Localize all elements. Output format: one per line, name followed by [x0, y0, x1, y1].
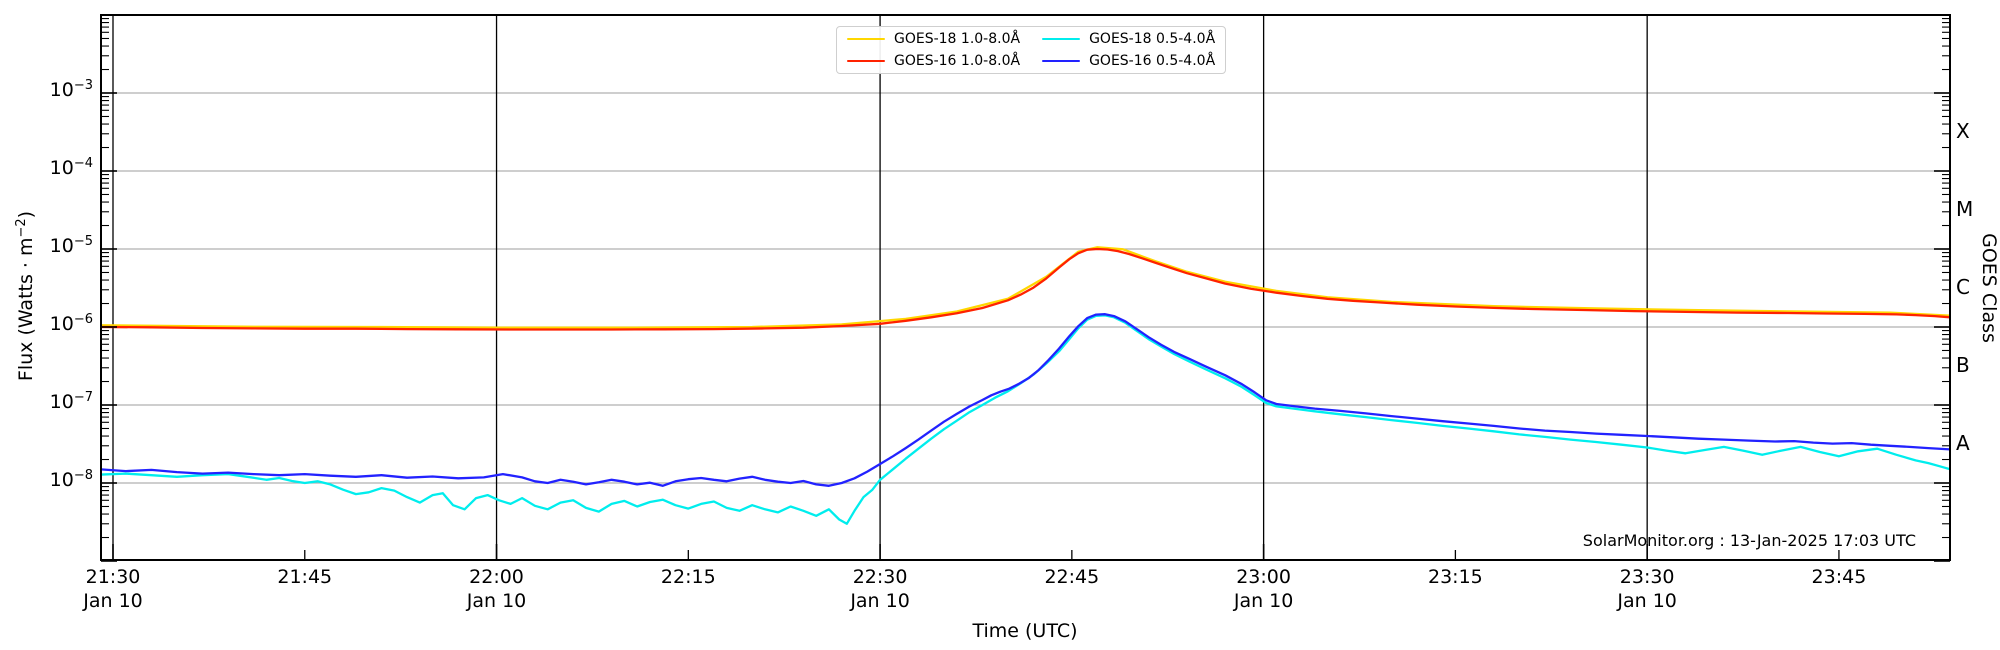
y-tick-label: 10−6	[49, 312, 93, 335]
x-tick-label: 23:30	[1619, 566, 1675, 588]
axis-ticks	[101, 14, 1950, 562]
x-tick-label: 23:00	[1236, 566, 1291, 588]
series-goes-18-1-0-8-0-	[101, 246, 1950, 329]
x-tick-date-label: Jan 10	[850, 590, 910, 612]
legend-entry: GOES-18 1.0-8.0Å	[847, 31, 1020, 47]
watermark-credit: SolarMonitor.org : 13-Jan-2025 17:03 UTC	[1582, 531, 1916, 550]
legend-line-swatch	[1042, 37, 1081, 41]
legend-entry-label: GOES-18 0.5-4.0Å	[1089, 31, 1216, 47]
y-axis-label-right: GOES Class	[1978, 233, 2000, 343]
series-goes-16-1-0-8-0-	[101, 247, 1950, 331]
legend-entry-label: GOES-18 1.0-8.0Å	[894, 31, 1021, 47]
legend-entry: GOES-16 0.5-4.0Å	[1042, 53, 1215, 69]
x-tick-label: 22:15	[660, 566, 716, 588]
y-tick-label: 10−4	[49, 156, 93, 179]
x-tick-label: 22:30	[852, 566, 908, 588]
goes-class-label-c: C	[1956, 275, 1970, 300]
legend-entry-label: GOES-16 1.0-8.0Å	[894, 53, 1021, 69]
x-tick-date-label: Jan 10	[466, 590, 527, 612]
goes-class-label-b: B	[1956, 353, 1970, 378]
x-tick-date-label: Jan 10	[1617, 590, 1677, 612]
x-axis-label: Time (UTC)	[972, 620, 1078, 642]
goes-class-label-a: A	[1956, 431, 1970, 456]
y-tick-label: 10−7	[49, 390, 93, 413]
series-goes-18-0-5-4-0-	[101, 314, 1950, 525]
y-tick-label: 10−5	[49, 234, 93, 257]
legend: GOES-18 1.0-8.0Å GOES-16 1.0-8.0Å GOES-18 …	[836, 26, 1227, 74]
x-tick-label: 23:45	[1811, 566, 1867, 588]
x-tick-label: 21:30	[85, 566, 141, 588]
legend-entry: GOES-18 0.5-4.0Å	[1042, 31, 1215, 47]
goes-class-label-x: X	[1956, 119, 1970, 144]
x-tick-label: 21:45	[277, 566, 333, 588]
legend-line-swatch	[847, 59, 885, 63]
flux-curves	[101, 246, 1950, 525]
plot-border	[100, 14, 1951, 561]
legend-line-swatch	[1042, 59, 1081, 63]
legend-line-swatch	[847, 37, 885, 41]
series-goes-16-0-5-4-0-	[101, 313, 1950, 487]
x-tick-label: 23:15	[1428, 566, 1483, 588]
x-tick-label: 22:00	[469, 566, 524, 588]
y-tick-label: 10−3	[49, 78, 93, 101]
x-tick-date-label: Jan 10	[1233, 590, 1294, 612]
x-tick-label: 22:45	[1044, 566, 1100, 588]
goes-class-label-m: M	[1956, 197, 1974, 222]
legend-entry-label: GOES-16 0.5-4.0Å	[1089, 53, 1216, 69]
legend-entry: GOES-16 1.0-8.0Å	[847, 53, 1020, 69]
x-tick-date-label: Jan 10	[83, 590, 143, 612]
y-tick-label: 10−8	[49, 468, 93, 491]
